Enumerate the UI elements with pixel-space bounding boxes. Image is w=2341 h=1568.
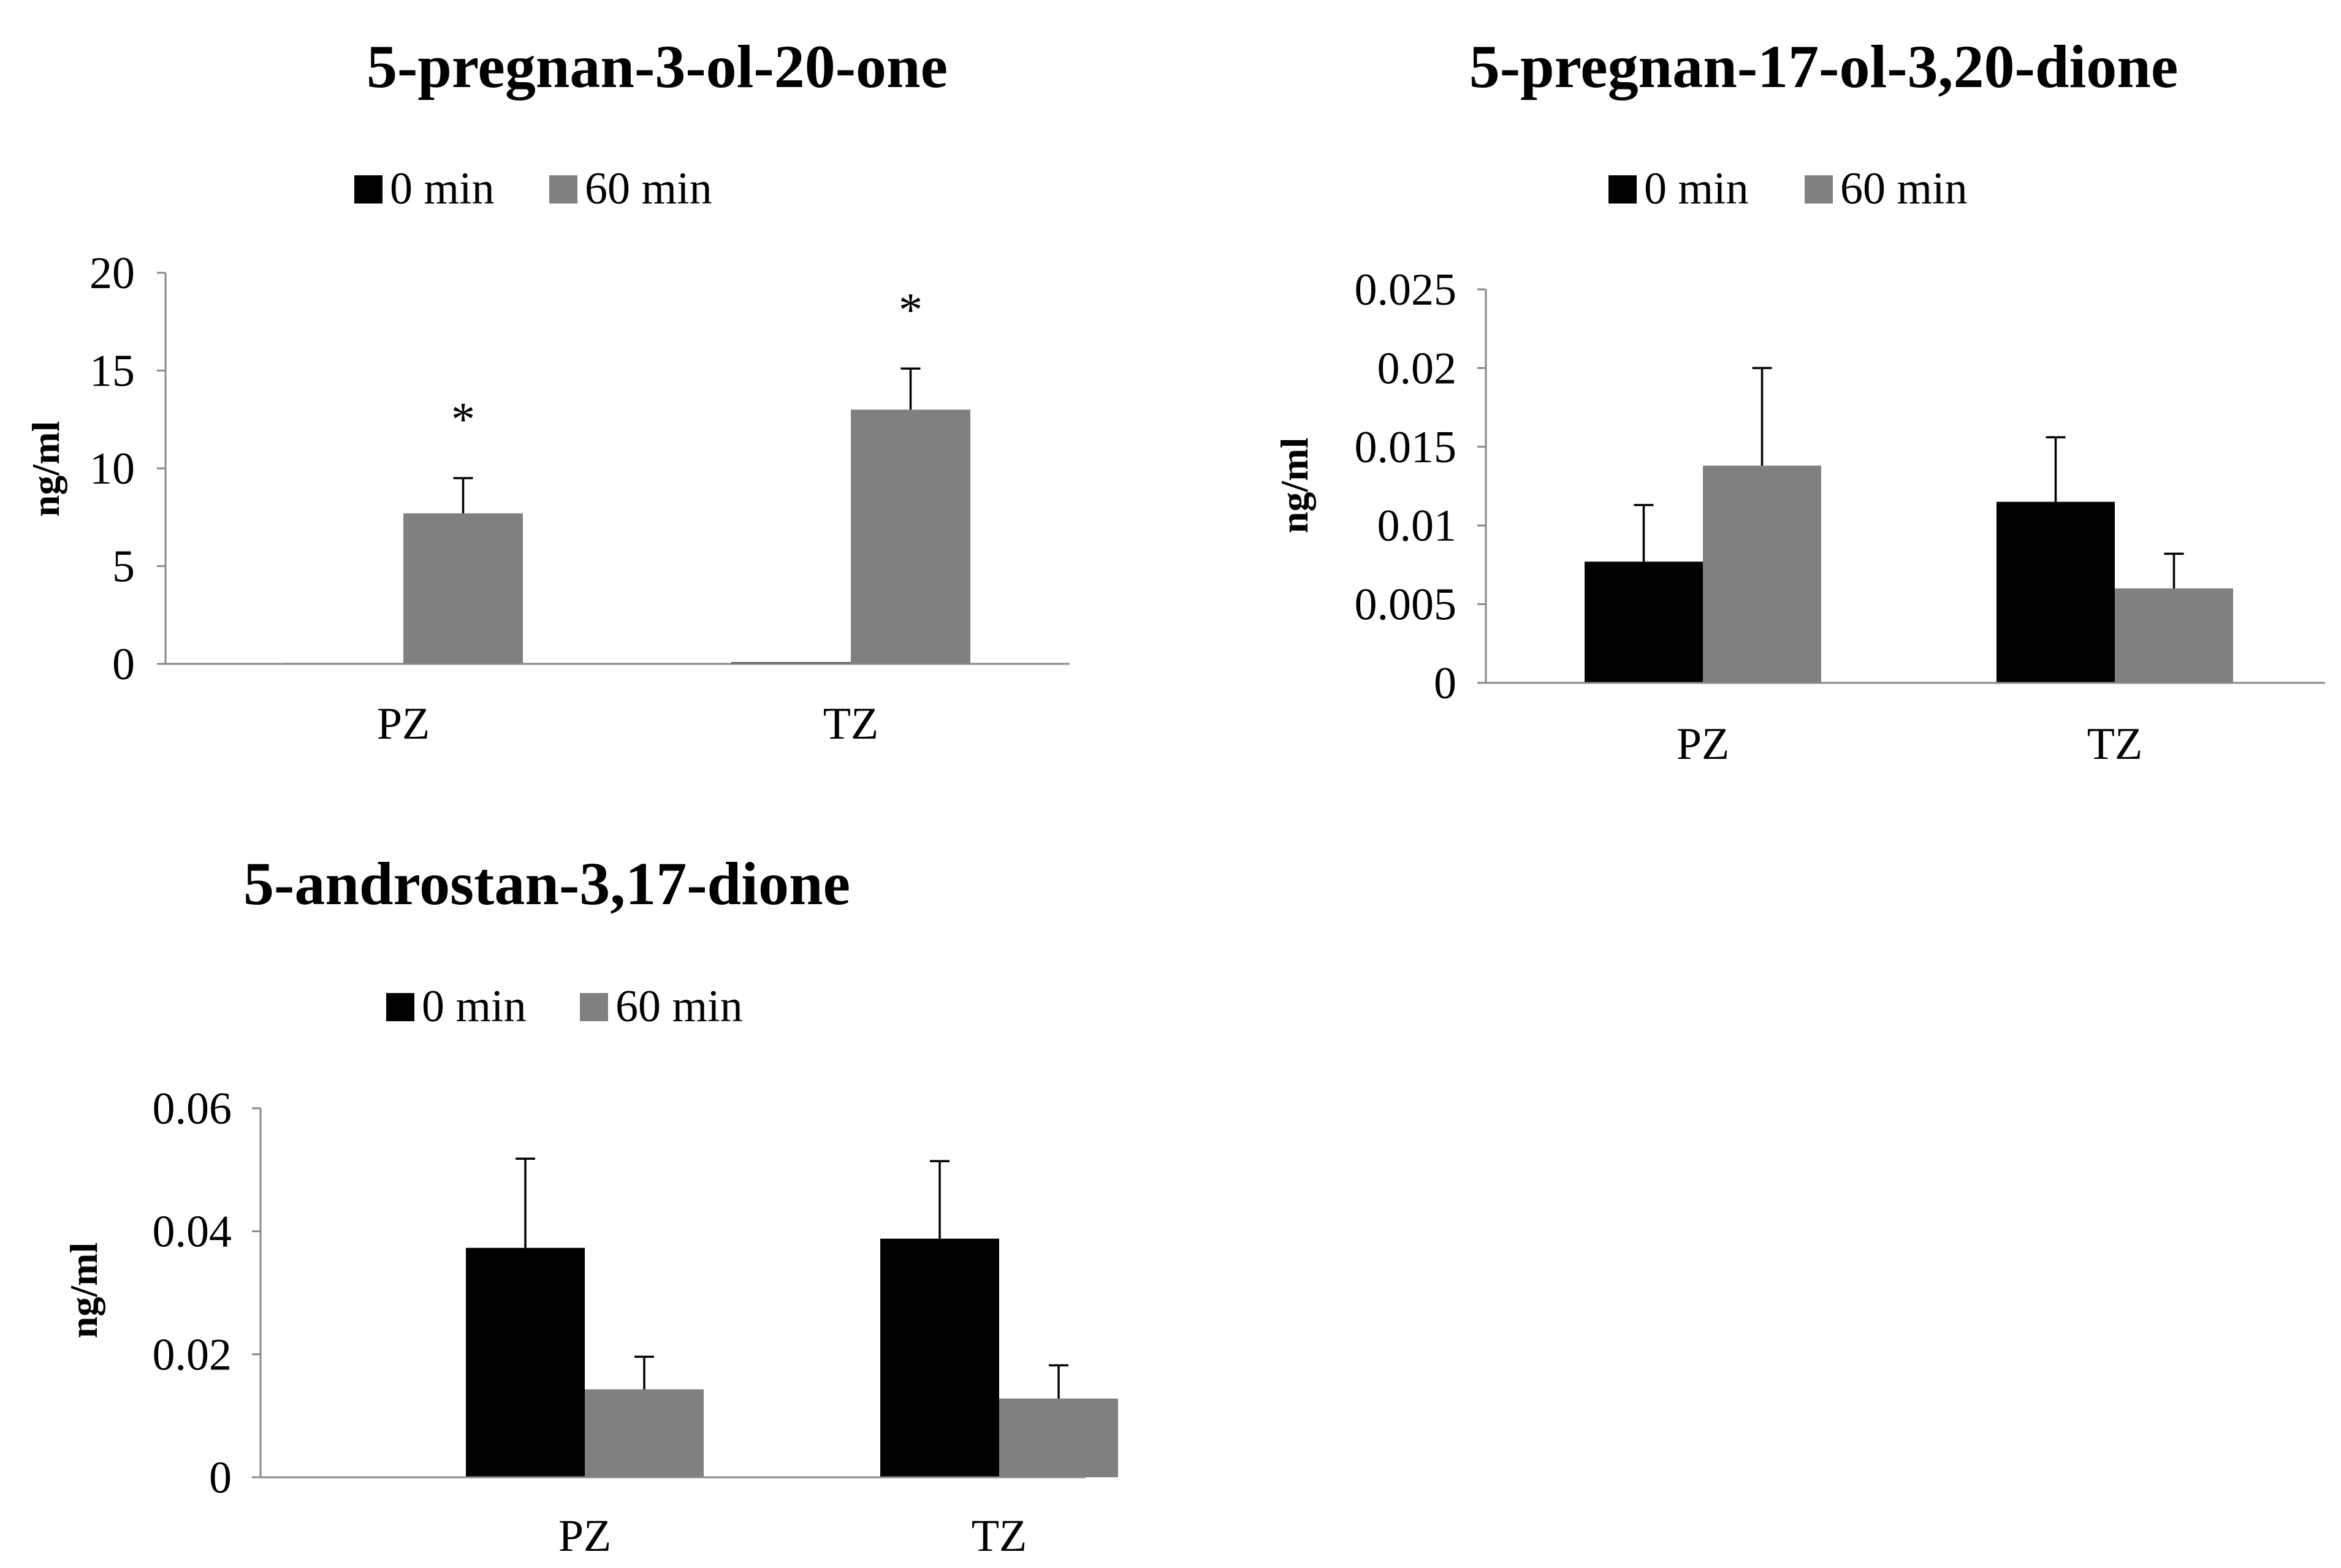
y-tick-label: 0.015 bbox=[1355, 422, 1457, 473]
error-bar bbox=[453, 477, 473, 514]
y-axis-label: ng/ml bbox=[1273, 438, 1316, 533]
y-tick-label: 0 bbox=[209, 1453, 232, 1503]
legend-label-0-min: 0 min bbox=[390, 164, 495, 214]
plot-area bbox=[466, 1157, 1118, 1477]
bar-tz-60-min bbox=[999, 1398, 1118, 1477]
error-bar bbox=[634, 1355, 654, 1390]
y-tick-label: 0.06 bbox=[153, 1084, 232, 1134]
y-axis-label: ng/ml bbox=[62, 1243, 105, 1338]
x-tick-label: PZ bbox=[1677, 719, 1729, 769]
x-tick-label: TZ bbox=[972, 1511, 1027, 1561]
y-tick-label: 0 bbox=[112, 639, 135, 690]
legend-label-0-min: 0 min bbox=[422, 981, 527, 1032]
y-axis: 0 0.02 0.04 0.06 bbox=[153, 1084, 262, 1503]
significance-marker: * bbox=[899, 283, 923, 336]
error-bar bbox=[1752, 367, 1772, 466]
bar-pz-0-min bbox=[466, 1247, 585, 1477]
y-tick-label: 0.04 bbox=[153, 1207, 232, 1257]
x-tick-label: TZ bbox=[2087, 719, 2142, 769]
y-tick-label: 0.02 bbox=[153, 1330, 232, 1380]
significance-marker: * bbox=[451, 392, 475, 446]
x-tick-label: TZ bbox=[823, 699, 878, 749]
plot-area bbox=[1585, 367, 2233, 683]
legend-label-60-min: 60 min bbox=[585, 164, 712, 214]
y-tick-label: 0.025 bbox=[1355, 265, 1457, 315]
legend-label-60-min: 60 min bbox=[1840, 164, 1968, 214]
x-tick-label: PZ bbox=[558, 1511, 611, 1561]
y-tick-label: 0.01 bbox=[1377, 501, 1457, 551]
legend: 0 min 60 min bbox=[386, 981, 743, 1032]
chart-panel-pregnan-17-ol: 5-pregnan-17-ol-3,20-dione 0 min 60 min … bbox=[1273, 32, 2325, 769]
legend-swatch-60-min bbox=[1805, 175, 1833, 204]
error-bar bbox=[516, 1157, 535, 1248]
legend-swatch-60-min bbox=[549, 175, 577, 204]
x-axis: PZ TZ bbox=[261, 1476, 1086, 1561]
legend: 0 min 60 min bbox=[354, 164, 712, 214]
legend-label-0-min: 0 min bbox=[1644, 164, 1749, 214]
chart-title: 5-androstan-3,17-dione bbox=[243, 850, 850, 918]
y-tick-label: 5 bbox=[112, 542, 135, 592]
error-bar bbox=[2046, 436, 2066, 502]
y-axis-label: ng/ml bbox=[24, 421, 67, 517]
y-tick-label: 0.02 bbox=[1377, 343, 1457, 394]
bar-pz-0-min bbox=[1585, 561, 1703, 683]
bar-tz-0-min bbox=[880, 1238, 999, 1477]
bar-tz-60-min bbox=[2115, 588, 2233, 683]
chart-title: 5-pregnan-3-ol-20-one bbox=[367, 32, 948, 101]
x-tick-label: PZ bbox=[377, 699, 430, 749]
legend-swatch-60-min bbox=[580, 993, 608, 1021]
chart-panel-pregnan-3-ol: 5-pregnan-3-ol-20-one 0 min 60 min ng/ml… bbox=[24, 32, 1070, 749]
x-axis: PZ TZ bbox=[1486, 682, 2325, 769]
bar-tz-60-min bbox=[851, 409, 970, 664]
y-tick-label: 0 bbox=[1434, 658, 1456, 709]
chart-title: 5-pregnan-17-ol-3,20-dione bbox=[1469, 32, 2179, 101]
y-tick-label: 0.005 bbox=[1355, 580, 1457, 630]
y-tick-label: 10 bbox=[89, 444, 135, 494]
legend-swatch-0-min bbox=[354, 175, 383, 204]
bar-tz-0-min bbox=[1997, 501, 2115, 683]
error-bar bbox=[900, 367, 921, 410]
bar-pz-60-min bbox=[403, 513, 523, 664]
plot-area: ** bbox=[284, 283, 970, 664]
error-bar bbox=[1634, 504, 1654, 562]
error-bar bbox=[1049, 1364, 1068, 1399]
bar-pz-60-min bbox=[585, 1389, 704, 1477]
error-bar bbox=[930, 1160, 950, 1239]
x-axis: PZ TZ bbox=[166, 663, 1070, 749]
legend: 0 min 60 min bbox=[1608, 164, 1968, 214]
y-tick-label: 15 bbox=[89, 346, 135, 397]
y-axis: 0 5 10 15 20 bbox=[89, 248, 167, 690]
chart-panel-androstan: 5-androstan-3,17-dione 0 min 60 min ng/m… bbox=[62, 850, 1118, 1561]
bar-pz-60-min bbox=[1703, 465, 1821, 683]
legend-swatch-0-min bbox=[1608, 175, 1637, 204]
legend-label-60-min: 60 min bbox=[615, 981, 743, 1032]
legend-swatch-0-min bbox=[386, 993, 414, 1021]
error-bar bbox=[2164, 552, 2184, 588]
y-axis: 0 0.005 0.01 0.015 0.02 0.025 bbox=[1355, 265, 1487, 709]
y-tick-label: 20 bbox=[89, 248, 135, 299]
